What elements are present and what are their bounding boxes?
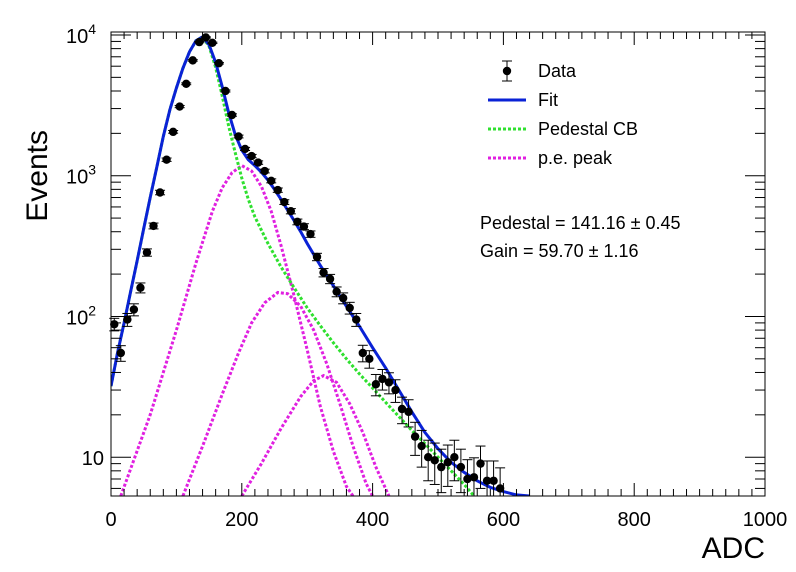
data-point — [240, 144, 250, 154]
x-axis-title: ADC — [702, 532, 765, 565]
data-point — [371, 380, 381, 389]
x-axis-ticks: 0 200 400 600 800 1000 — [105, 32, 787, 531]
y-tick-label: 10 — [82, 448, 104, 470]
data-point — [378, 374, 387, 384]
legend-label-pedestal: Pedestal CB — [538, 119, 638, 139]
data-point — [136, 283, 145, 292]
x-tick-label: 1000 — [743, 509, 788, 531]
legend-label-data: Data — [538, 61, 577, 81]
data-point — [495, 484, 505, 493]
x-tick-label: 200 — [225, 509, 258, 531]
data-point — [352, 315, 361, 324]
data-point — [201, 33, 211, 42]
data-point — [437, 462, 446, 472]
data-point — [443, 458, 453, 467]
data-point — [155, 188, 165, 197]
fit-curve — [111, 34, 530, 496]
data-point — [358, 348, 367, 358]
data-point — [110, 320, 119, 329]
legend-label-pe: p.e. peak — [538, 148, 613, 168]
legend: Data Fit Pedestal CB p.e. peak — [488, 60, 638, 168]
data-point — [338, 293, 348, 303]
gain-annotation: Gain = 59.70 ± 1.16 — [480, 241, 639, 261]
legend-marker-data — [502, 66, 512, 76]
data-point — [195, 37, 204, 47]
data-point — [469, 473, 479, 482]
data-point — [423, 452, 433, 462]
p-e-peak-1-curve — [119, 163, 355, 496]
data-point — [286, 206, 296, 216]
data-point — [410, 432, 420, 441]
pedestal-cb-curve — [111, 34, 476, 496]
p-e-peak-3-curve — [240, 373, 391, 496]
data-point — [168, 127, 178, 137]
data-point — [325, 274, 335, 284]
x-tick-label: 800 — [618, 509, 651, 531]
data-point — [404, 407, 413, 417]
y-axis-ticks: 10 102 103 104 — [66, 21, 765, 489]
pedestal-annotation: Pedestal = 141.16 ± 0.45 — [480, 213, 681, 233]
data-point — [489, 476, 498, 485]
data-point — [253, 158, 263, 167]
data-point — [312, 252, 322, 262]
data-point — [280, 197, 289, 207]
data-point — [149, 221, 158, 231]
data-point — [273, 185, 282, 195]
x-tick-label: 600 — [487, 509, 520, 531]
data-point — [476, 459, 485, 468]
x-tick-label: 0 — [105, 509, 116, 531]
data-point — [306, 229, 315, 239]
data-point — [456, 462, 466, 472]
data-point — [227, 110, 237, 120]
legend-label-fit: Fit — [538, 90, 558, 110]
data-point — [260, 166, 269, 176]
data-point — [365, 354, 374, 364]
data-point — [221, 86, 230, 96]
data-point — [319, 268, 328, 277]
data-point — [332, 287, 341, 296]
data-point — [188, 56, 197, 65]
y-tick-label: 104 — [66, 21, 96, 48]
data-point — [142, 248, 152, 257]
data-point — [116, 348, 126, 358]
data-point — [234, 132, 243, 141]
y-tick-label: 102 — [66, 302, 96, 329]
y-axis-title: Events — [21, 130, 54, 222]
x-tick-label: 400 — [356, 509, 389, 531]
data-point — [182, 79, 191, 88]
data-point — [267, 176, 276, 186]
data-point — [417, 441, 426, 451]
data-point — [463, 474, 472, 484]
data-point — [430, 456, 439, 465]
data-point — [175, 102, 184, 111]
data-point — [123, 315, 132, 324]
data-point — [214, 59, 224, 68]
data-point — [397, 404, 407, 414]
data-point — [482, 476, 492, 485]
data-point — [450, 452, 459, 462]
data-point — [384, 378, 394, 387]
data-layer — [109, 33, 506, 497]
data-point — [162, 155, 171, 164]
curve-layer — [111, 34, 530, 496]
data-point — [391, 385, 400, 395]
data-point — [247, 151, 256, 161]
data-point — [299, 222, 309, 231]
y-tick-label: 103 — [66, 162, 96, 189]
p-e-peak-2-curve — [181, 290, 374, 496]
data-point — [345, 303, 354, 313]
data-point — [129, 305, 139, 314]
data-point — [208, 38, 217, 47]
